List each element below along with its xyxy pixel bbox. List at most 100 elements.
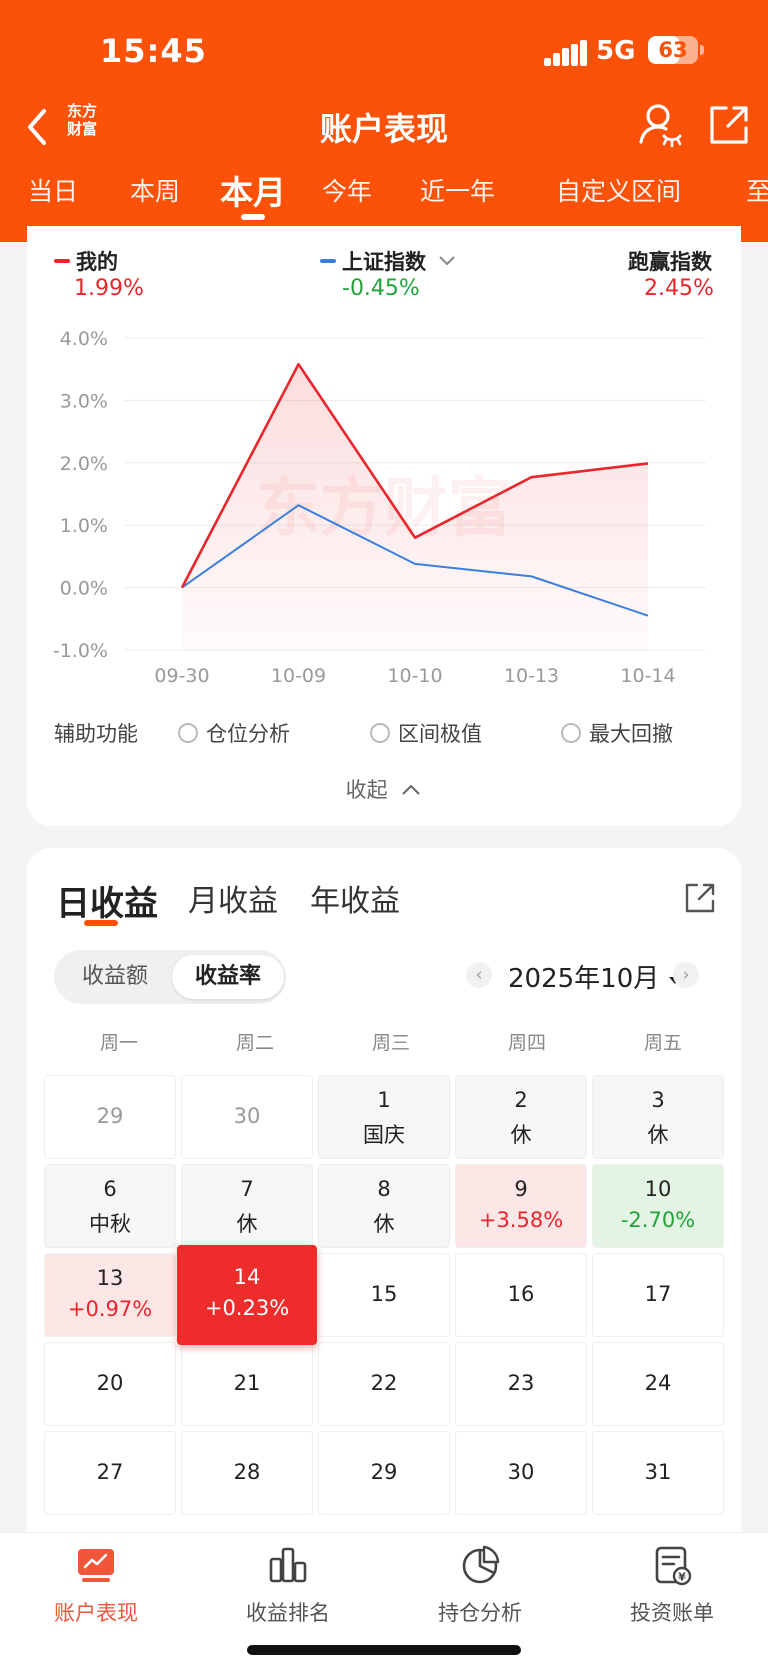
calendar-day-cell[interactable]: 14 +0.23% xyxy=(177,1245,317,1345)
x-tick-label: 10-13 xyxy=(504,665,559,687)
calendar-day-cell[interactable]: 28 xyxy=(181,1431,313,1515)
calendar-day-cell[interactable]: 29 xyxy=(44,1075,176,1159)
tab-this-year[interactable]: 今年 xyxy=(322,177,373,206)
next-month-button[interactable]: › xyxy=(673,962,699,988)
tab-last-year[interactable]: 近一年 xyxy=(420,177,496,206)
returns-share-button[interactable] xyxy=(682,880,718,916)
tabbar-investment-bill[interactable]: ¥ 投资账单 xyxy=(576,1543,768,1627)
weekday-label: 周四 xyxy=(507,1032,546,1054)
series-line xyxy=(181,504,649,617)
calendar-day-detail: 休 xyxy=(236,1212,258,1236)
calendar-day-cell[interactable]: 31 xyxy=(592,1431,724,1515)
calendar-day-detail: +0.23% xyxy=(204,1296,290,1320)
calendar-day-cell[interactable]: 30 xyxy=(455,1431,587,1515)
tab-more[interactable]: 至 xyxy=(746,177,768,206)
chevron-left-icon xyxy=(28,109,46,145)
tab-custom-range[interactable]: 自定义区间 xyxy=(556,177,682,206)
calendar-day-detail: 休 xyxy=(510,1123,532,1147)
calendar-day-cell[interactable]: 22 xyxy=(318,1342,450,1426)
tab-today[interactable]: 当日 xyxy=(28,177,79,206)
tab-yearly-return[interactable]: 年收益 xyxy=(310,884,400,919)
calendar-day-cell[interactable]: 13 +0.97% xyxy=(44,1253,176,1337)
tab-daily-return[interactable]: 日收益 xyxy=(56,884,158,924)
calendar-day-cell[interactable]: 15 xyxy=(318,1253,450,1337)
legend-beat-value: 2.45% xyxy=(644,276,714,301)
legend-mine-marker xyxy=(54,259,70,263)
calendar-day-cell[interactable]: 6 中秋 xyxy=(44,1164,176,1248)
legend-mine: 我的 1.99% xyxy=(54,246,144,301)
legend-index[interactable]: 上证指数 -0.45% xyxy=(320,246,457,301)
tab-this-month[interactable]: 本月 xyxy=(220,173,286,212)
calendar-day-number: 9 xyxy=(514,1177,528,1201)
signal-icon xyxy=(544,40,587,66)
bill-icon: ¥ xyxy=(655,1546,692,1586)
metric-toggle: 收益额 收益率 xyxy=(54,950,286,1004)
tabbar-return-ranking[interactable]: 收益排名 xyxy=(192,1543,384,1627)
tabbar-label: 账户表现 xyxy=(54,1601,138,1625)
month-selector[interactable]: 2025年10月 xyxy=(508,958,682,995)
collapse-button[interactable]: 收起 xyxy=(0,774,768,804)
calendar-day-cell[interactable]: 24 xyxy=(592,1342,724,1426)
calendar-day-cell[interactable]: 17 xyxy=(592,1253,724,1337)
calendar-day-number: 27 xyxy=(96,1460,124,1484)
pie-icon xyxy=(462,1545,500,1584)
tab-monthly-return[interactable]: 月收益 xyxy=(188,884,278,919)
calendar-day-cell[interactable]: 23 xyxy=(455,1342,587,1426)
calendar-day-cell[interactable]: 30 xyxy=(181,1075,313,1159)
network-type: 5G xyxy=(596,36,636,66)
back-button[interactable] xyxy=(22,102,58,152)
calendar-day-cell[interactable]: 20 xyxy=(44,1342,176,1426)
calendar-day-number: 17 xyxy=(644,1282,672,1306)
battery-cap xyxy=(700,45,704,55)
weekday-label: 周二 xyxy=(235,1032,274,1054)
x-tick-label: 10-14 xyxy=(620,665,675,687)
calendar-day-cell[interactable]: 27 xyxy=(44,1431,176,1515)
toggle-return-rate[interactable]: 收益率 xyxy=(172,955,284,999)
calendar-day-cell[interactable]: 10 -2.70% xyxy=(592,1164,724,1248)
logo-line-1: 东方 xyxy=(66,102,97,120)
calendar-day-number: 2 xyxy=(514,1088,528,1112)
calendar-day-cell[interactable]: 29 xyxy=(318,1431,450,1515)
calendar-day-number: 15 xyxy=(370,1282,398,1306)
radio-icon xyxy=(178,723,198,743)
share-icon xyxy=(710,106,748,144)
x-tick-label: 10-10 xyxy=(387,665,442,687)
aux-range-extremes[interactable]: 区间极值 xyxy=(370,718,482,748)
weekday-label: 周三 xyxy=(371,1032,410,1054)
aux-position-analysis[interactable]: 仓位分析 xyxy=(178,718,290,748)
calendar-day-cell[interactable]: 9 +3.58% xyxy=(455,1164,587,1248)
tabbar-account-performance[interactable]: 账户表现 xyxy=(0,1543,192,1627)
aux-option-label: 区间极值 xyxy=(398,722,482,746)
calendar-day-cell[interactable]: 21 xyxy=(181,1342,313,1426)
calendar-day-number: 30 xyxy=(233,1104,261,1128)
tab-this-week[interactable]: 本周 xyxy=(130,177,181,206)
share-button[interactable] xyxy=(704,100,754,150)
calendar-day-number: 30 xyxy=(507,1460,535,1484)
calendar-day-detail: 中秋 xyxy=(89,1212,131,1236)
nav-bar: 东方 财富 账户表现 xyxy=(0,94,768,164)
prev-month-button[interactable]: ‹ xyxy=(466,962,492,988)
x-tick-label: 09-30 xyxy=(154,665,209,687)
tabbar-holding-analysis[interactable]: 持仓分析 xyxy=(384,1543,576,1627)
tabbar-label: 持仓分析 xyxy=(438,1601,522,1625)
calendar-day-number: 28 xyxy=(233,1460,261,1484)
period-tabs: 当日 本周 本月 今年 近一年 自定义区间 至 xyxy=(0,160,768,230)
calendar-day-number: 24 xyxy=(644,1371,672,1395)
calendar-day-cell[interactable]: 16 xyxy=(455,1253,587,1337)
y-tick-label: 0.0% xyxy=(60,578,108,600)
y-tick-label: 4.0% xyxy=(60,328,108,350)
user-settings-button[interactable] xyxy=(636,100,686,150)
chart-screen-icon xyxy=(78,1549,114,1582)
calendar-day-cell[interactable]: 1 国庆 xyxy=(318,1075,450,1159)
toggle-return-amount[interactable]: 收益额 xyxy=(81,964,148,989)
calendar-day-detail: +3.58% xyxy=(478,1208,564,1232)
legend-mine-value: 1.99% xyxy=(74,276,144,301)
tabbar-label: 投资账单 xyxy=(630,1601,714,1625)
aux-max-drawdown[interactable]: 最大回撤 xyxy=(561,718,673,748)
calendar-day-detail: -2.70% xyxy=(620,1208,696,1232)
share-icon xyxy=(685,883,715,913)
